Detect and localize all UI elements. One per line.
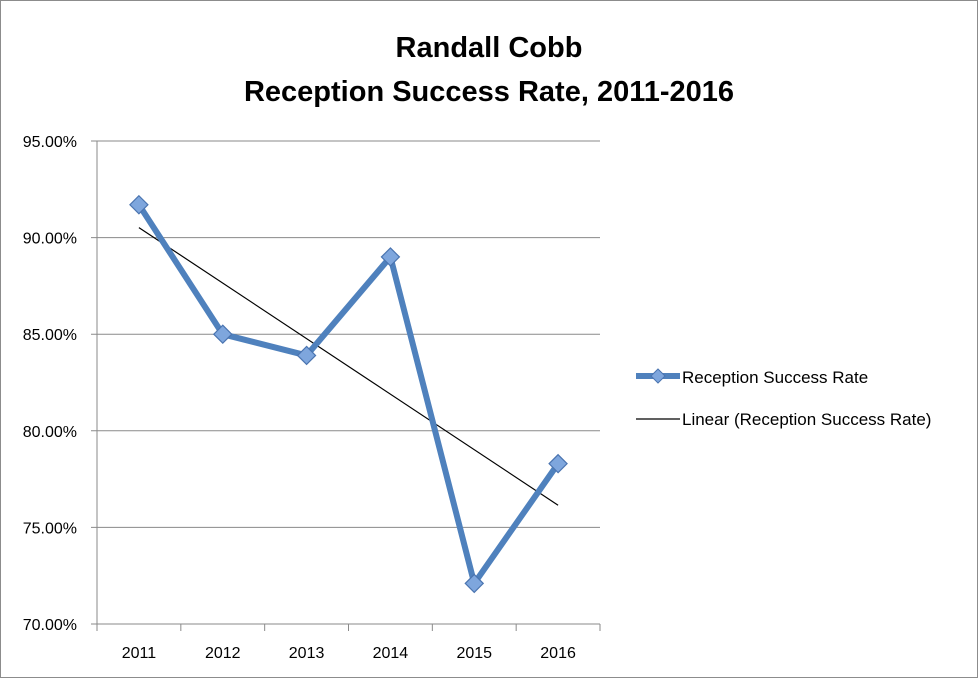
y-tick-label: 75.00% bbox=[23, 520, 77, 537]
trendline-group bbox=[138, 227, 559, 506]
data-point-diamond bbox=[464, 573, 485, 594]
chart-title-line-1: Randall Cobb bbox=[395, 32, 583, 64]
axes bbox=[91, 141, 601, 631]
y-tick-label: 85.00% bbox=[23, 327, 77, 344]
data-point-diamond bbox=[380, 247, 401, 267]
x-tick-label: 2013 bbox=[289, 645, 325, 662]
gridlines bbox=[91, 140, 600, 625]
y-tick-label: 70.00% bbox=[23, 617, 77, 634]
y-tick-label: 95.00% bbox=[23, 134, 77, 151]
tick-labels: 95.00% 90.00% 85.00% 80.00% 75.00% 70.00% 2011… bbox=[23, 134, 576, 662]
legend-series-label: Reception Success Rate bbox=[682, 368, 868, 387]
x-tick-label: 2011 bbox=[122, 645, 157, 662]
y-tick-label: 80.00% bbox=[23, 424, 77, 441]
trendline bbox=[138, 227, 559, 506]
y-tick-label: 90.00% bbox=[23, 231, 77, 248]
data-point-diamond bbox=[296, 345, 317, 366]
data-point-diamond bbox=[129, 194, 149, 215]
x-tick-label: 2015 bbox=[456, 645, 492, 662]
chart-title-line-2: Reception Success Rate, 2011-2016 bbox=[243, 76, 735, 108]
legend-trendline-label: Linear (Reception Success Rate) bbox=[682, 410, 931, 429]
data-point-diamond bbox=[548, 453, 568, 474]
legend-series-marker bbox=[650, 368, 666, 384]
series-group bbox=[129, 194, 568, 594]
series-line bbox=[136, 203, 561, 591]
x-tick-label: 2012 bbox=[205, 645, 241, 662]
x-tick-label: 2014 bbox=[373, 645, 409, 662]
x-tick-label: 2016 bbox=[540, 645, 576, 662]
legend: Reception Success Rate Linear (Reception … bbox=[636, 368, 931, 429]
data-point-diamond bbox=[212, 324, 233, 345]
